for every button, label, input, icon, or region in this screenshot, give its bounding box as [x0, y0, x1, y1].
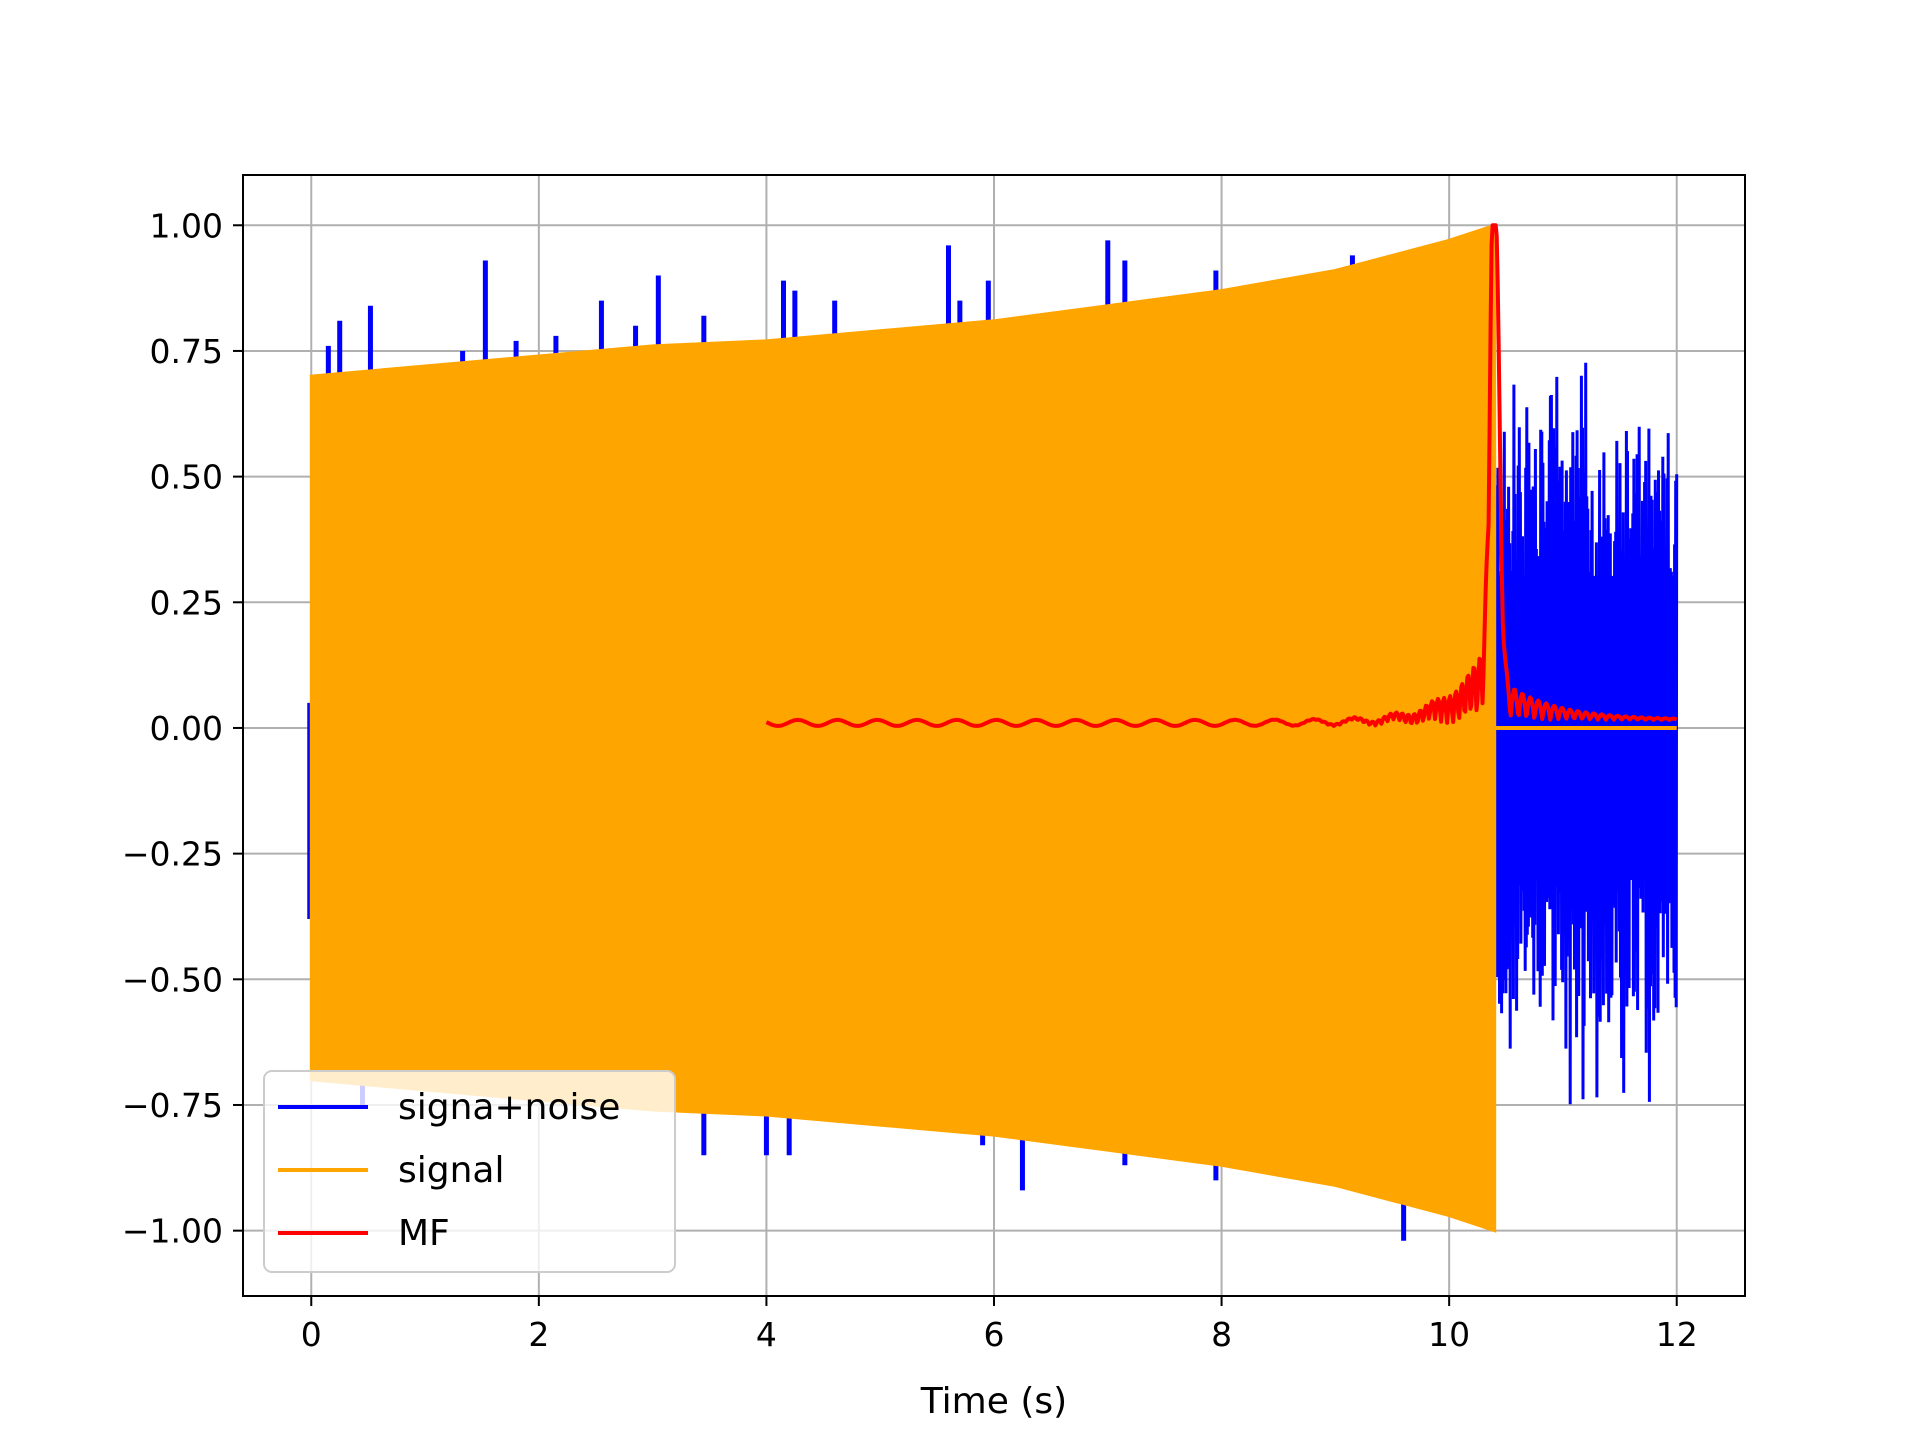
legend-label-mf: MF [398, 1213, 450, 1254]
legend-label-signal: signal [398, 1150, 505, 1191]
y-tick-label: 0.00 [150, 709, 223, 748]
axis-ticks: 0 2 4 6 8 10 12 1.00 0.75 0.50 0.25 0.00 −0.25 −0.50 −… [122, 206, 1698, 1354]
plot-area [307, 223, 1679, 1241]
x-tick-label: 10 [1428, 1315, 1470, 1354]
y-tick-label: 0.75 [150, 332, 223, 371]
y-tick-label: 1.00 [150, 206, 223, 245]
x-tick-label: 12 [1656, 1315, 1698, 1354]
legend-box [263, 1070, 676, 1273]
x-tick-label: 6 [984, 1315, 1005, 1354]
legend-label-signa-noise: signa+noise [398, 1087, 620, 1128]
y-tick-label: −1.00 [122, 1212, 223, 1251]
series-mf [765, 223, 1678, 728]
y-tick-label: 0.25 [150, 583, 223, 622]
x-tick-label: 4 [756, 1315, 777, 1354]
y-tick-label: −0.50 [122, 960, 223, 999]
y-tick-label: 0.50 [150, 458, 223, 497]
x-tick-label: 8 [1211, 1315, 1232, 1354]
legend: signa+noise signal MF [263, 1070, 676, 1273]
x-tick-label: 0 [301, 1315, 322, 1354]
x-axis-title: Time (s) [920, 1381, 1067, 1422]
y-tick-label: −0.25 [122, 835, 223, 874]
y-tick-label: −0.75 [122, 1086, 223, 1125]
x-tick-label: 2 [528, 1315, 549, 1354]
